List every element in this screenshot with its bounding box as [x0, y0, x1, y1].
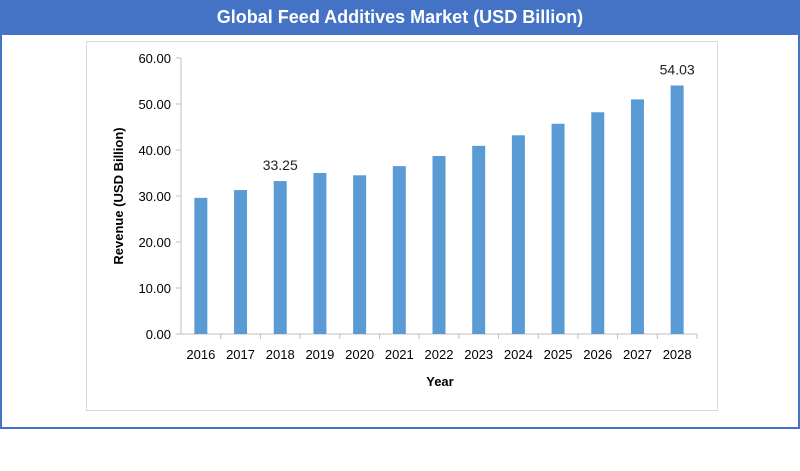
bar — [591, 112, 605, 334]
bars — [194, 85, 684, 335]
y-tick-label: 60.00 — [138, 51, 171, 66]
x-tick-label: 2022 — [425, 347, 454, 362]
bar — [194, 197, 208, 334]
x-tick-label: 2018 — [266, 347, 295, 362]
bar — [234, 190, 248, 334]
bar — [432, 155, 446, 334]
bar — [670, 85, 684, 334]
x-tick-label: 2024 — [504, 347, 533, 362]
x-tick-label: 2026 — [583, 347, 612, 362]
bar — [472, 145, 486, 334]
x-tick-label: 2023 — [464, 347, 493, 362]
bar — [630, 99, 644, 335]
x-tick-label: 2021 — [385, 347, 414, 362]
x-tick-label: 2027 — [623, 347, 652, 362]
data-labels: 33.25 54.03 — [263, 61, 695, 173]
bar — [353, 175, 367, 334]
data-label: 54.03 — [660, 61, 695, 77]
y-tick-label: 50.00 — [138, 97, 171, 112]
y-tick-label: 30.00 — [138, 189, 171, 204]
y-tick-label: 0.00 — [146, 327, 171, 342]
x-tick-label: 2017 — [226, 347, 255, 362]
y-tick-labels: 0.00 10.00 20.00 30.00 40.00 50.00 60.00 — [138, 51, 171, 342]
y-tick-label: 10.00 — [138, 281, 171, 296]
chart-title: Global Feed Additives Market (USD Billio… — [0, 0, 800, 35]
x-axis-title: Year — [426, 374, 453, 389]
bar — [313, 173, 327, 334]
x-tick-label: 2016 — [186, 347, 215, 362]
y-tick-label: 20.00 — [138, 235, 171, 250]
bar — [511, 135, 525, 334]
x-tick-label: 2020 — [345, 347, 374, 362]
y-tick-label: 40.00 — [138, 143, 171, 158]
data-label: 33.25 — [263, 157, 298, 173]
bar — [392, 166, 406, 334]
bar — [273, 181, 287, 334]
bar — [551, 123, 565, 334]
x-tick-label: 2025 — [544, 347, 573, 362]
x-tick-label: 2019 — [305, 347, 334, 362]
x-tick-labels: 2016 2017 2018 2019 2020 2021 2022 2023 2024 2025… — [186, 347, 691, 362]
y-axis-title: Revenue (USD Billion) — [111, 127, 126, 264]
x-tick-label: 2028 — [663, 347, 692, 362]
